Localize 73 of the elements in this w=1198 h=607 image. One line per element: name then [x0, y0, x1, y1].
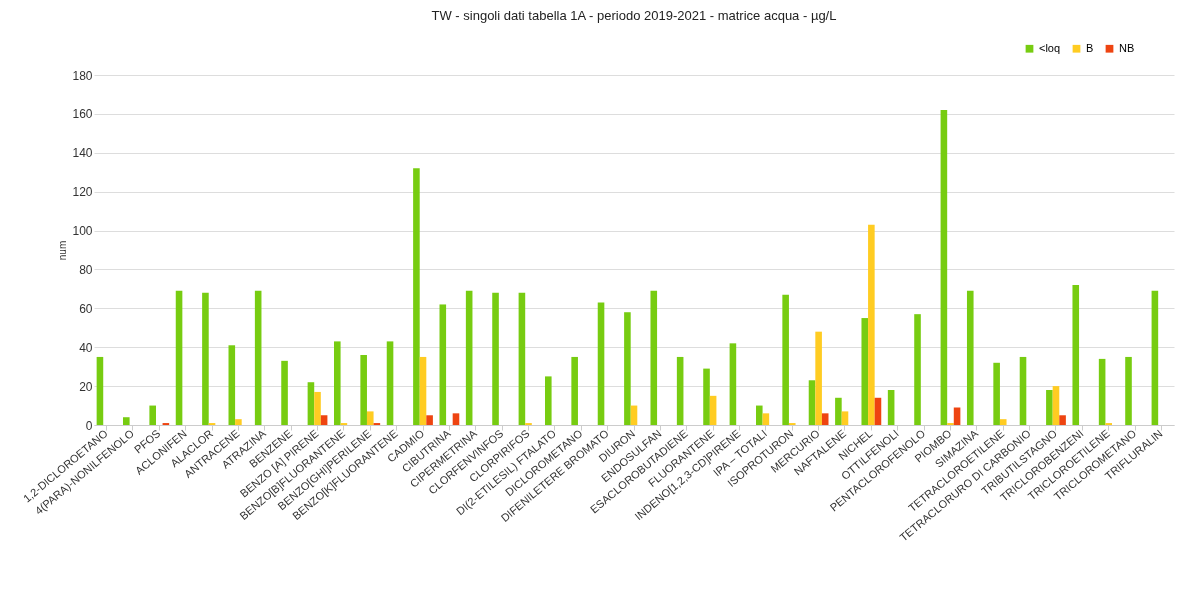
y-tick-label: 0 [85, 418, 93, 433]
y-tick-label: 60 [79, 301, 93, 316]
bar [386, 341, 394, 425]
bar [571, 356, 578, 425]
y-tick-label: 160 [72, 107, 93, 122]
bar [1151, 290, 1159, 425]
bar [465, 290, 473, 425]
bar [175, 290, 183, 425]
bar [999, 419, 1007, 425]
bar [96, 356, 104, 425]
bar [868, 224, 875, 425]
bar [597, 302, 605, 425]
bar [676, 356, 684, 425]
bar [940, 110, 948, 425]
bar [966, 290, 974, 425]
bar [123, 417, 130, 425]
bar [235, 419, 242, 425]
bar [808, 380, 816, 425]
bar [914, 314, 921, 425]
bar [202, 292, 209, 425]
bar [887, 390, 895, 425]
chart-title: TW - singoli dati tabella 1A - periodo 2019-2021 - matrice acqua - µg/L [431, 8, 837, 23]
bar [320, 415, 328, 425]
bar [821, 413, 829, 425]
bar [452, 413, 460, 425]
bar [544, 376, 552, 425]
bar [762, 413, 770, 425]
bar [1098, 358, 1106, 425]
bar [1125, 356, 1132, 425]
bar [518, 292, 526, 425]
bar [492, 292, 499, 425]
bar [334, 341, 341, 425]
bar [729, 343, 737, 425]
bar [703, 368, 710, 425]
bar [815, 331, 822, 425]
bar [624, 312, 631, 425]
y-tick-label: 20 [79, 379, 93, 394]
y-axis-title: num [57, 240, 69, 261]
bar [841, 411, 849, 425]
bar [1059, 415, 1066, 425]
bar [1046, 390, 1053, 425]
bar [149, 405, 156, 425]
y-tick-label: 180 [72, 68, 93, 83]
y-tick-label: 40 [79, 340, 93, 355]
legend-label: <loq [1039, 41, 1061, 54]
bar [254, 290, 262, 425]
legend-label: B [1086, 41, 1094, 54]
bar [413, 168, 420, 425]
bar [993, 362, 1000, 425]
bar [281, 360, 288, 425]
bar [314, 391, 321, 425]
bar [1019, 356, 1027, 425]
bar [426, 415, 433, 425]
y-tick-label: 80 [79, 262, 93, 277]
bar [366, 411, 374, 425]
bar [1072, 285, 1080, 425]
legend-label: NB [1119, 41, 1135, 54]
y-tick-label: 100 [72, 224, 93, 239]
bar [650, 290, 658, 425]
bar [228, 345, 236, 425]
bar [861, 318, 869, 425]
y-tick-label: 120 [72, 185, 93, 200]
bar [1052, 386, 1060, 425]
bar [874, 397, 882, 425]
bar [419, 356, 427, 425]
bar [835, 397, 842, 425]
bar [439, 304, 447, 425]
bar [755, 405, 763, 425]
bar [360, 355, 367, 425]
bar [307, 382, 315, 425]
bar [782, 294, 789, 425]
bar [709, 395, 717, 425]
y-tick-label: 140 [72, 146, 93, 161]
